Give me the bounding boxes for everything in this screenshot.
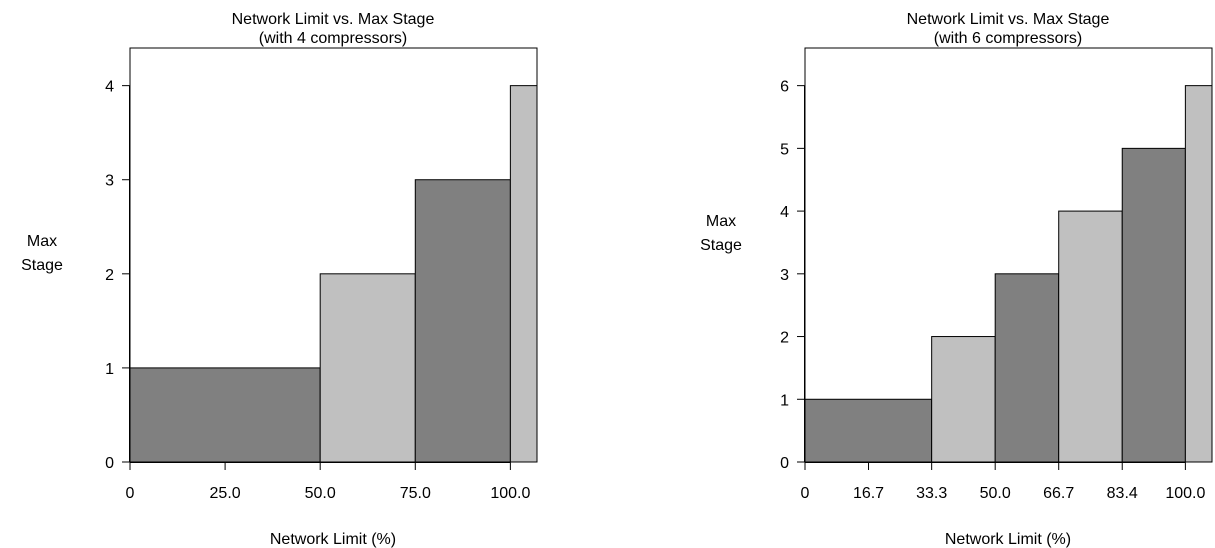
x-axis-label: Network Limit (%) bbox=[945, 531, 1071, 548]
y-axis-label-line2: Stage bbox=[21, 257, 63, 274]
bar-5 bbox=[1184, 85, 1213, 463]
x-tick-label-2: 33.3 bbox=[916, 485, 947, 502]
bars-group bbox=[129, 85, 538, 463]
x-axis-label: Network Limit (%) bbox=[270, 531, 396, 548]
chart-title: Network Limit vs. Max Stage bbox=[907, 11, 1110, 28]
x-tick-label-1: 25.0 bbox=[210, 485, 241, 502]
chart-right: Network Limit vs. Max Stage (with 6 comp… bbox=[700, 11, 1213, 548]
bar-2 bbox=[414, 179, 511, 463]
x-tick-label-4: 100.0 bbox=[490, 485, 530, 502]
x-tick-label-1: 16.7 bbox=[853, 485, 884, 502]
y-axis-label-line2: Stage bbox=[700, 237, 742, 254]
bar-3 bbox=[1058, 210, 1123, 463]
x-tick-label-3: 75.0 bbox=[400, 485, 431, 502]
y-tick-label-3: 3 bbox=[105, 173, 114, 190]
axes-group: 0 25.0 50.0 75.0 100.0 0 1 2 3 4 bbox=[105, 47, 538, 502]
chart-left: Network Limit vs. Max Stage (with 4 comp… bbox=[21, 11, 538, 548]
bar-2 bbox=[994, 273, 1060, 463]
y-tick-label-4: 4 bbox=[105, 79, 114, 96]
x-tick-label-0: 0 bbox=[801, 485, 810, 502]
x-tick-label-4: 66.7 bbox=[1043, 485, 1074, 502]
bar-4 bbox=[1121, 147, 1186, 463]
y-axis-label-line1: Max bbox=[706, 213, 736, 230]
y-tick-label-2: 2 bbox=[105, 267, 114, 284]
x-tick-label-6: 100.0 bbox=[1165, 485, 1205, 502]
y-tick-label-6: 6 bbox=[780, 79, 789, 96]
bar-0 bbox=[129, 367, 321, 463]
y-tick-label-1: 1 bbox=[780, 392, 789, 409]
y-tick-label-5: 5 bbox=[780, 141, 789, 158]
x-tick-label-3: 50.0 bbox=[980, 485, 1011, 502]
chart-subtitle: (with 4 compressors) bbox=[259, 30, 407, 47]
chart-subtitle: (with 6 compressors) bbox=[934, 30, 1082, 47]
bars-group bbox=[804, 85, 1213, 463]
axes-group: 0 16.7 33.3 50.0 66.7 83.4 100.0 0 1 2 3 4 5 6 bbox=[780, 47, 1213, 502]
chart-title: Network Limit vs. Max Stage bbox=[232, 11, 435, 28]
bar-3 bbox=[509, 85, 538, 463]
x-tick-label-2: 50.0 bbox=[305, 485, 336, 502]
y-tick-label-0: 0 bbox=[780, 455, 789, 472]
y-tick-label-3: 3 bbox=[780, 267, 789, 284]
y-tick-label-1: 1 bbox=[105, 361, 114, 378]
bar-1 bbox=[931, 336, 996, 463]
y-tick-label-0: 0 bbox=[105, 455, 114, 472]
y-tick-label-2: 2 bbox=[780, 330, 789, 347]
bar-0 bbox=[804, 398, 933, 463]
y-axis-label-line1: Max bbox=[27, 233, 57, 250]
x-tick-label-0: 0 bbox=[126, 485, 135, 502]
bar-1 bbox=[319, 273, 416, 463]
y-tick-label-4: 4 bbox=[780, 204, 789, 221]
x-tick-label-5: 83.4 bbox=[1107, 485, 1138, 502]
